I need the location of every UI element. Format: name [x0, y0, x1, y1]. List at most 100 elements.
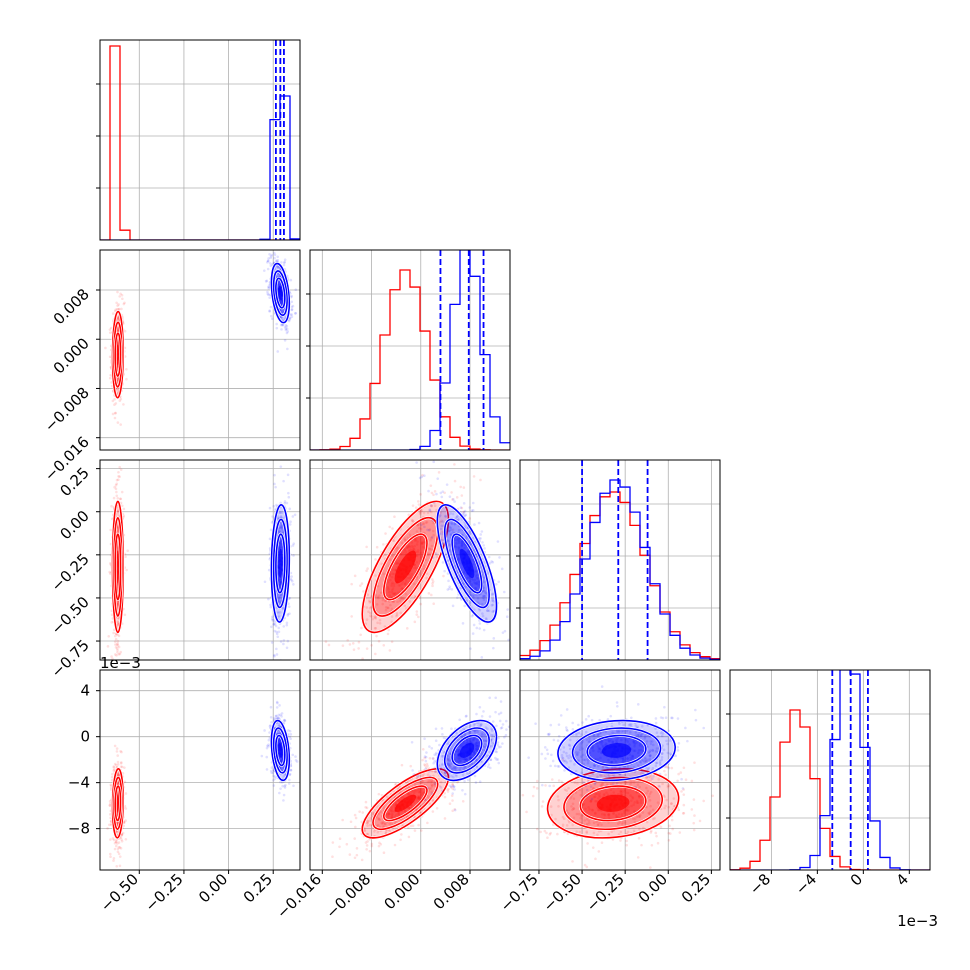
scatter-point	[277, 529, 281, 533]
scatter-point	[108, 331, 112, 334]
scatter-point	[383, 822, 387, 825]
scatter-point	[494, 696, 498, 700]
scatter-point	[462, 582, 465, 585]
scatter-point	[421, 545, 425, 549]
scatter-point	[114, 840, 118, 844]
scatter-point	[383, 625, 387, 628]
scatter-point	[269, 256, 272, 260]
scatter-point	[491, 720, 495, 723]
scatter-point	[396, 799, 400, 802]
scatter-point	[377, 817, 380, 820]
scatter-point	[455, 766, 458, 769]
scatter-point	[285, 501, 289, 505]
scatter-point	[418, 526, 421, 530]
scatter-point	[115, 654, 118, 657]
scatter-point	[271, 618, 274, 622]
scatter-point	[266, 744, 269, 748]
scatter-point	[415, 450, 418, 453]
scatter-point	[365, 848, 368, 851]
scatter-point	[428, 756, 432, 760]
scatter-point	[382, 825, 385, 828]
scatter-point	[115, 643, 119, 646]
scatter-point	[423, 764, 427, 767]
scatter-point	[370, 643, 373, 647]
scatter-point	[274, 606, 278, 610]
scatter-point	[492, 610, 496, 613]
scatter-point	[358, 810, 361, 813]
scatter-point	[386, 813, 390, 816]
scatter-point	[426, 528, 429, 532]
scatter-point	[399, 797, 403, 800]
scatter-point	[425, 576, 428, 580]
scatter-point	[413, 595, 417, 598]
scatter-point	[381, 820, 385, 824]
scatter-point	[273, 620, 277, 624]
scatter-point	[121, 297, 124, 301]
scatter-point	[453, 500, 456, 503]
contour-line	[270, 262, 291, 324]
scatter-point	[475, 626, 479, 630]
scatter-point	[481, 612, 484, 615]
scatter-point	[431, 578, 434, 581]
scatter-point	[353, 837, 356, 840]
scatter-point	[108, 570, 111, 574]
scatter-point	[460, 539, 464, 543]
scatter-point	[483, 590, 487, 593]
scatter-point	[491, 610, 494, 613]
scatter-point	[116, 526, 120, 529]
scatter-point	[118, 475, 121, 478]
scatter-point	[355, 853, 359, 857]
scatter-point	[460, 544, 464, 548]
scatter-point	[477, 521, 481, 525]
scatter-point	[379, 591, 383, 595]
scatter-point	[407, 806, 411, 810]
scatter-point	[421, 541, 424, 545]
scatter-point	[487, 609, 491, 613]
scatter-point	[277, 597, 281, 600]
scatter-point	[283, 719, 286, 722]
scatter-point	[471, 558, 474, 562]
scatter-point	[421, 793, 424, 796]
scatter-point	[119, 292, 122, 296]
scatter-point	[474, 588, 478, 592]
scatter-point	[416, 523, 419, 527]
scatter-point	[114, 411, 117, 415]
scatter-point	[430, 535, 434, 539]
scatter-point	[379, 843, 383, 846]
hist-step-1	[310, 250, 510, 450]
scatter-point	[373, 616, 377, 620]
scatter-point	[448, 587, 451, 590]
scatter-point	[387, 815, 390, 818]
scatter-point	[464, 758, 468, 762]
scatter-point	[478, 627, 481, 630]
scatter-point	[463, 509, 467, 513]
density-fill	[116, 794, 120, 812]
scatter-point	[502, 590, 506, 594]
scatter-point	[470, 509, 474, 512]
scatter-point	[277, 578, 280, 581]
scatter-point	[421, 747, 425, 751]
scatter-point	[417, 615, 420, 619]
scatter-point	[282, 479, 285, 483]
scatter-point	[412, 520, 415, 523]
scatter-point	[117, 645, 121, 649]
scatter-point	[423, 756, 426, 760]
scatter-point	[403, 548, 406, 552]
scatter-point	[116, 421, 120, 424]
scatter-point	[429, 510, 433, 514]
scatter-point	[391, 554, 394, 558]
scatter-point	[275, 700, 279, 704]
scatter-point	[277, 716, 280, 719]
scatter-point	[120, 293, 124, 297]
scatter-point	[484, 591, 487, 595]
scatter-point	[116, 290, 119, 294]
scatter-point	[269, 314, 273, 318]
scatter-point	[404, 550, 408, 553]
scatter-point	[380, 562, 383, 566]
scatter-point	[392, 592, 396, 596]
scatter-point	[494, 410, 497, 413]
scatter-point	[440, 495, 444, 499]
scatter-point	[409, 548, 413, 552]
density-fill	[278, 285, 283, 301]
scatter-point	[389, 578, 392, 582]
